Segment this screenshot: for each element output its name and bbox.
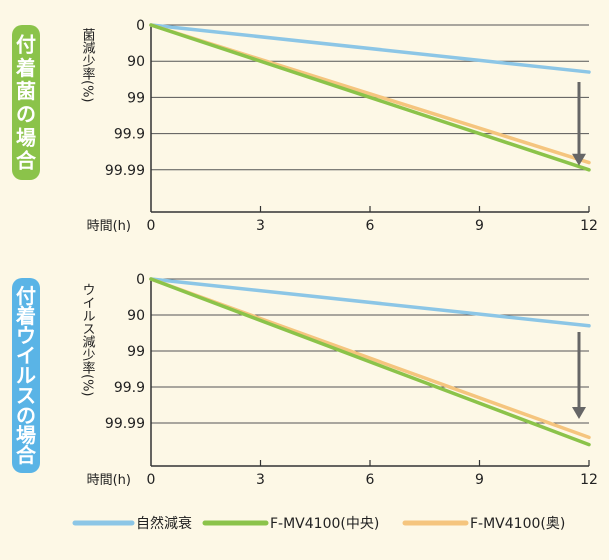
chart-badge-label: 付着菌の場合 (15, 33, 37, 173)
arrow-head (572, 407, 586, 419)
y-tick-label: 99.99 (105, 416, 145, 432)
x-tick-label: 0 (147, 472, 156, 488)
series-line (149, 277, 591, 328)
legend-label: 自然減衰 (136, 515, 192, 532)
legend: 自然減衰 F-MV4100(中央) F-MV4100(奥) (72, 515, 565, 532)
y-tick-label: 90 (127, 54, 145, 70)
legend-label: F-MV4100(奥) (470, 515, 565, 532)
x-tick-label: 6 (366, 218, 375, 234)
chart-badge (12, 278, 40, 473)
series-line (149, 277, 591, 447)
x-tick-label: 6 (366, 472, 375, 488)
y-tick-label: 0 (136, 272, 145, 288)
x-tick-label: 9 (475, 218, 484, 234)
y-axis-label: ウイルス減少率(%) (80, 283, 96, 397)
chart-panel-1: 付着菌の場合 菌減少率(%) 0 90 99 99.9 99.99 0 3 6 9 12 時間(h) (12, 18, 598, 234)
chart-badge (12, 25, 40, 180)
y-tick-label: 99 (127, 90, 145, 106)
x-tick-label: 3 (256, 472, 265, 488)
series-line (149, 23, 591, 74)
x-axis-label: 時間(h) (87, 473, 131, 488)
chart-panel-2: 付着ウイルスの場合 ウイルス減少率(%) 0 90 99 99.9 99.99 0 3 6 9 12 時… (12, 272, 598, 488)
arrow-head (572, 153, 586, 166)
y-tick-label: 99 (127, 344, 145, 360)
x-tick-label: 9 (475, 472, 484, 488)
x-tick-label: 12 (580, 472, 598, 488)
x-tick-label: 12 (580, 218, 598, 234)
y-tick-label: 99.9 (114, 127, 145, 143)
y-axis-label: 菌減少率(%) (80, 28, 96, 103)
legend-label: F-MV4100(中央) (270, 516, 379, 532)
chart-badge-label: 付着ウイルスの場合 (15, 284, 37, 467)
x-tick-label: 0 (147, 218, 156, 234)
y-tick-label: 90 (127, 308, 145, 324)
y-tick-label: 99.99 (105, 163, 145, 179)
x-tick-label: 3 (256, 218, 265, 234)
x-axis-label: 時間(h) (87, 219, 131, 234)
series-line (149, 23, 591, 172)
y-tick-label: 0 (136, 18, 145, 34)
y-tick-label: 99.9 (114, 380, 145, 396)
